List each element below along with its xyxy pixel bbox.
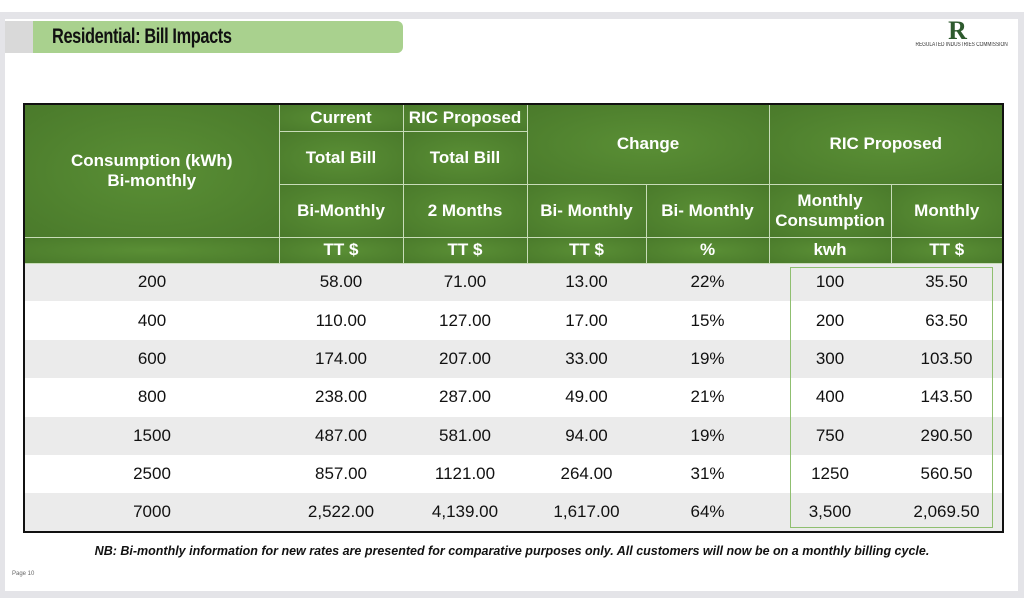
table-cell: 750 [769, 416, 891, 455]
table-cell: 64% [646, 493, 769, 532]
header-change-bi-monthly: Bi- Monthly [526, 183, 647, 238]
header-monthly: Monthly [890, 183, 1004, 238]
page-number: Page 10 [12, 571, 35, 577]
table-cell: 35.50 [891, 263, 1003, 302]
table-cell: 143.50 [891, 378, 1003, 417]
table-cell: 174.00 [279, 339, 403, 379]
table-row: 2500 857.00 1121.00 264.00 31% 1250 560.50 [24, 454, 1003, 494]
table-row: 1500 487.00 581.00 94.00 19% 750 290.50 [24, 416, 1003, 455]
table-cell: 110.00 [279, 301, 403, 340]
table-cell: 58.00 [279, 263, 403, 302]
table-cell: 19% [646, 416, 769, 455]
table-cell: 2,522.00 [279, 493, 403, 532]
title-bar [5, 21, 403, 53]
table-cell: 3,500 [769, 493, 891, 532]
table-cell: 21% [646, 378, 769, 417]
table-row: 800 238.00 287.00 49.00 21% 400 143.50 [24, 378, 1003, 417]
unit-5: kwh [768, 236, 892, 264]
table-cell: 487.00 [279, 416, 403, 455]
table-cell: 103.50 [891, 339, 1003, 379]
header-ric-proposed-monthly: RIC Proposed [768, 103, 1004, 185]
table-cell: 287.00 [403, 378, 527, 417]
table-cell: 264.00 [527, 454, 646, 494]
slide-title: Residential: Bill Impacts [52, 25, 232, 48]
bill-impacts-table: Consumption (kWh) Bi-monthly Current RIC … [23, 103, 1004, 533]
unit-1: TT $ [278, 236, 404, 264]
table-cell: 200 [769, 301, 891, 340]
table-cell: 800 [24, 378, 279, 417]
table-cell: 100 [769, 263, 891, 302]
ric-logo: R REGULATED INDUSTRIES COMMISSION [905, 16, 1010, 49]
table-cell: 400 [24, 301, 279, 340]
header-2-months: 2 Months [402, 183, 528, 238]
table-cell: 2,069.50 [891, 493, 1003, 532]
table-cell: 49.00 [527, 378, 646, 417]
table-cell: 290.50 [891, 416, 1003, 455]
unit-2: TT $ [402, 236, 528, 264]
table-cell: 200 [24, 263, 279, 302]
unit-6: TT $ [890, 236, 1004, 264]
header-current: Current [278, 103, 404, 132]
title-bar-stub [5, 21, 33, 53]
table-row: 400 110.00 127.00 17.00 15% 200 63.50 [24, 301, 1003, 340]
table-cell: 1121.00 [403, 454, 527, 494]
table-cell: 4,139.00 [403, 493, 527, 532]
table-cell: 857.00 [279, 454, 403, 494]
table-cell: 63.50 [891, 301, 1003, 340]
header-change: Change [526, 103, 770, 185]
table-cell: 300 [769, 339, 891, 379]
table-cell: 1250 [769, 454, 891, 494]
table-cell: 15% [646, 301, 769, 340]
table-cell: 127.00 [403, 301, 527, 340]
table-cell: 19% [646, 339, 769, 379]
table-row: 7000 2,522.00 4,139.00 1,617.00 64% 3,500 2,06… [24, 493, 1003, 532]
table-cell: 71.00 [403, 263, 527, 302]
header-ric-proposed: RIC Proposed [402, 103, 528, 132]
table-cell: 560.50 [891, 454, 1003, 494]
table-cell: 22% [646, 263, 769, 302]
table-row: 200 58.00 71.00 13.00 22% 100 35.50 [24, 263, 1003, 302]
table-cell: 581.00 [403, 416, 527, 455]
unit-4: % [645, 236, 770, 264]
table-row: 600 174.00 207.00 33.00 19% 300 103.50 [24, 339, 1003, 379]
header-consumption-line2: Bi-monthly [107, 170, 197, 190]
header-bi-monthly: Bi-Monthly [278, 183, 404, 238]
table-cell: 1,617.00 [527, 493, 646, 532]
table-cell: 33.00 [527, 339, 646, 379]
table-cell: 13.00 [527, 263, 646, 302]
table-cell: 238.00 [279, 378, 403, 417]
table-cell: 600 [24, 339, 279, 379]
table-cell: 7000 [24, 493, 279, 532]
table-cell: 207.00 [403, 339, 527, 379]
header-change-bi-monthly-pct: Bi- Monthly [645, 183, 770, 238]
table-cell: 1500 [24, 416, 279, 455]
table-cell: 31% [646, 454, 769, 494]
logo-text: REGULATED INDUSTRIES COMMISSION [915, 42, 1008, 48]
header-consumption-line1: Consumption (kWh) [71, 150, 233, 170]
table-cell: 400 [769, 378, 891, 417]
unit-3: TT $ [526, 236, 647, 264]
table-cell: 2500 [24, 454, 279, 494]
header-total-bill-proposed: Total Bill [402, 130, 528, 185]
header-consumption: Consumption (kWh) Bi-monthly [23, 103, 280, 238]
table-cell: 94.00 [527, 416, 646, 455]
logo-letter: R [948, 16, 967, 45]
table-cell: 17.00 [527, 301, 646, 340]
header-monthly-consumption: Monthly Consumption [768, 183, 892, 238]
header-total-bill-current: Total Bill [278, 130, 404, 185]
top-bar [0, 0, 1024, 12]
footnote: NB: Bi-monthly information for new rates… [94, 544, 930, 558]
